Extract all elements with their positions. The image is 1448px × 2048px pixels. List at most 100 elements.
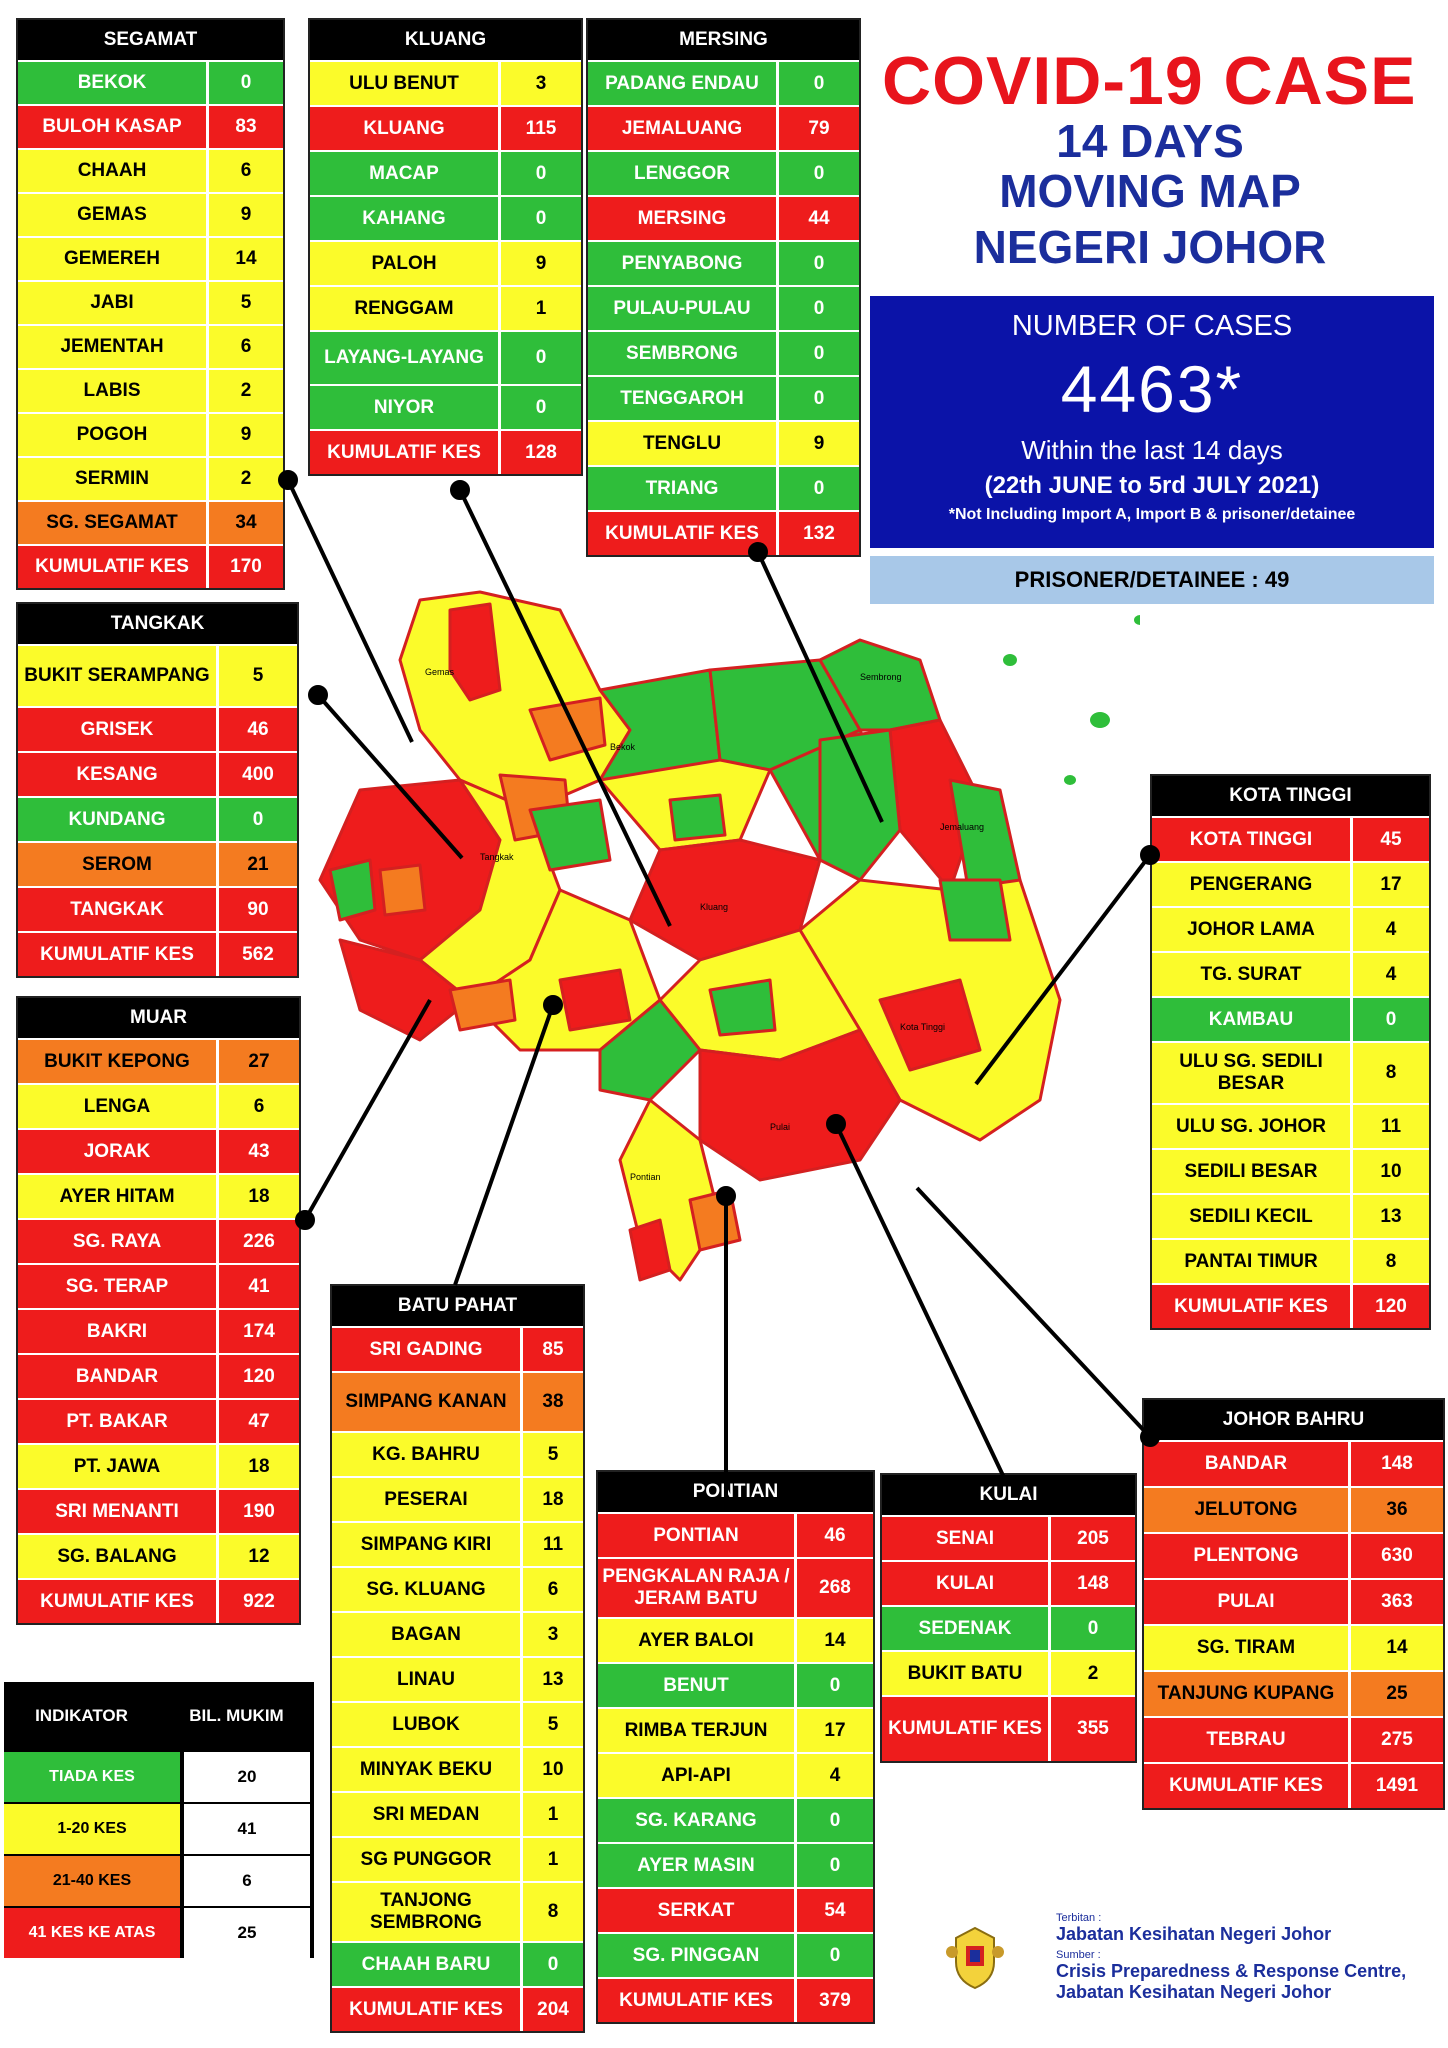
mukim-name: LINAU: [332, 1658, 523, 1701]
mukim-row: LINAU 13: [332, 1656, 583, 1701]
footer-terbitan: Jabatan Kesihatan Negeri Johor: [1056, 1924, 1332, 1944]
mukim-row: JEMALUANG 79: [588, 105, 859, 150]
mukim-name: KULAI: [882, 1562, 1051, 1605]
footnote: *Not Including Import A, Import B & pris…: [948, 506, 1356, 523]
map-label-kota-tinggi: Kota Tinggi: [900, 1022, 945, 1032]
map-label-sembrong: Sembrong: [860, 672, 902, 682]
case-count: 0: [829, 1809, 841, 1831]
district-table-batu-pahat: BATU PAHAT SRI GADING 85 SIMPANG KANAN 38 KG.…: [330, 1284, 585, 2033]
mukim-row: BAKRI 174: [18, 1308, 299, 1353]
case-count: 17: [1380, 873, 1402, 895]
legend-label-none: TIADA KES: [4, 1752, 180, 1802]
mukim-name: LENGGOR: [588, 152, 779, 195]
mukim-row: TEBRAU 275: [1144, 1716, 1443, 1762]
mukim-row: TG. SURAT 4: [1152, 951, 1429, 996]
mukim-row: MACAP 0: [310, 150, 581, 195]
mukim-name: ULU SG. JOHOR: [1152, 1105, 1353, 1148]
mukim-row: SERMIN 2: [18, 456, 283, 500]
legend-header-count: BIL. MUKIM: [189, 1706, 284, 1725]
case-count: 9: [813, 432, 825, 454]
mukim-name: KUMULATIF KES: [588, 512, 779, 555]
case-count: 90: [247, 898, 269, 920]
mukim-name: KUMULATIF KES: [598, 1979, 797, 2022]
mukim-row: BANDAR 148: [1144, 1440, 1443, 1486]
map-region-lenggor: [818, 728, 902, 882]
case-count: 18: [542, 1488, 564, 1510]
mukim-row: AYER BALOI 14: [598, 1617, 873, 1662]
mukim-name: SG. SEGAMAT: [18, 502, 209, 544]
mukim-name: JELUTONG: [1144, 1488, 1351, 1532]
mukim-row: SEDILI KECIL 13: [1152, 1193, 1429, 1238]
mukim-name: LENGA: [18, 1085, 219, 1128]
mukim-row: GRISEK 46: [18, 706, 297, 751]
footer: Terbitan : Jabatan Kesihatan Negeri Joho…: [1056, 1912, 1448, 2003]
mukim-row: JEMENTAH 6: [18, 324, 283, 368]
case-count: 14: [824, 1629, 846, 1651]
mukim-name: AYER MASIN: [598, 1844, 797, 1887]
district-header: SEGAMAT: [18, 20, 283, 60]
mukim-row: SG. KARANG 0: [598, 1797, 873, 1842]
case-count: 4: [829, 1764, 841, 1786]
mukim-name: SENAI: [882, 1517, 1051, 1560]
mukim-name: KAMBAU: [1152, 998, 1353, 1041]
case-count: 6: [547, 1578, 559, 1600]
mukim-row: LUBOK 5: [332, 1701, 583, 1746]
case-count: 1: [535, 297, 547, 319]
mukim-row: TANJONG SEMBRONG 8: [332, 1881, 583, 1941]
mukim-row: POGOH 9: [18, 412, 283, 456]
case-count: 0: [813, 342, 825, 364]
map-region-simpang-kanan: [448, 978, 517, 1032]
within-text: Within the last 14 days: [1021, 435, 1283, 465]
mukim-name: JEMALUANG: [588, 107, 779, 150]
mukim-name: TEBRAU: [1144, 1718, 1351, 1762]
case-count: 0: [535, 396, 547, 418]
case-count: 3: [547, 1623, 559, 1645]
mukim-name: SG. TERAP: [18, 1265, 219, 1308]
cumulative-row: KUMULATIF KES 120: [1152, 1283, 1429, 1328]
mukim-name: MINYAK BEKU: [332, 1748, 523, 1791]
case-count: 6: [240, 160, 252, 181]
case-count: 11: [542, 1533, 564, 1555]
mukim-name: SG. RAYA: [18, 1220, 219, 1263]
mukim-name: MACAP: [310, 152, 501, 195]
mukim-row: LABIS 2: [18, 368, 283, 412]
case-count: 363: [1381, 1591, 1413, 1612]
mukim-name: SRI GADING: [332, 1328, 523, 1371]
mukim-name: RENGGAM: [310, 287, 501, 330]
mukim-row: ULU BENUT 3: [310, 60, 581, 105]
mukim-name: GEMAS: [18, 194, 209, 236]
mukim-name: SEDENAK: [882, 1607, 1051, 1650]
mukim-row: KUNDANG 0: [18, 796, 297, 841]
case-count: 0: [829, 1674, 841, 1696]
mukim-name: CHAAH: [18, 150, 209, 192]
mukim-name: TENGLU: [588, 422, 779, 465]
case-count: 120: [243, 1365, 275, 1387]
mukim-name: SRI MENANTI: [18, 1490, 219, 1533]
case-count: 1491: [1375, 1775, 1419, 1796]
mukim-name: KUMULATIF KES: [882, 1697, 1051, 1761]
mukim-row: MINYAK BEKU 10: [332, 1746, 583, 1791]
district-header: KOTA TINGGI: [1152, 776, 1429, 816]
mukim-row: SG. RAYA 226: [18, 1218, 299, 1263]
case-count: 0: [547, 1953, 559, 1975]
mukim-row: BUKIT BATU 2: [882, 1650, 1135, 1695]
mukim-row: TRIANG 0: [588, 465, 859, 510]
mukim-name: SG. KLUANG: [332, 1568, 523, 1611]
mukim-row: CHAAH 6: [18, 148, 283, 192]
mukim-name: KUMULATIF KES: [1144, 1764, 1351, 1808]
mukim-name: CHAAH BARU: [332, 1943, 523, 1986]
mukim-row: PADANG ENDAU 0: [588, 60, 859, 105]
case-count: 5: [547, 1713, 559, 1735]
mukim-name: SG PUNGGOR: [332, 1838, 523, 1881]
footer-terbitan-label: Terbitan :: [1056, 1912, 1102, 1924]
mukim-name: SERMIN: [18, 458, 209, 500]
mukim-row: NIYOR 0: [310, 384, 581, 429]
mukim-row: ULU SG. JOHOR 11: [1152, 1103, 1429, 1148]
case-count: 148: [1077, 1572, 1109, 1594]
mukim-name: KOTA TINGGI: [1152, 818, 1353, 861]
mukim-row: PENYABONG 0: [588, 240, 859, 285]
subtitle-line3: NEGERI JOHOR: [973, 221, 1327, 273]
mukim-name: KUMULATIF KES: [310, 431, 501, 474]
mukim-name: PENGERANG: [1152, 863, 1353, 906]
mukim-row: KESANG 400: [18, 751, 297, 796]
